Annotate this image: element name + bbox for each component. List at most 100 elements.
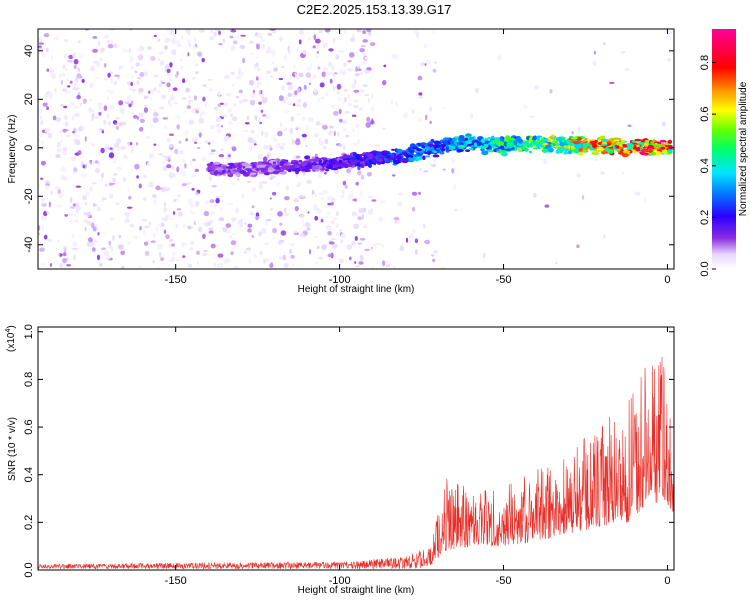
- heatmap-cell: [70, 155, 76, 162]
- heatmap-cell: [161, 81, 166, 85]
- heatmap-cell: [242, 57, 246, 64]
- heatmap-cell: [333, 169, 340, 174]
- heatmap-cell: [172, 87, 178, 91]
- heatmap-cell: [341, 189, 345, 196]
- heatmap-cell: [55, 186, 61, 190]
- heatmap-ridge-cell: [621, 139, 625, 143]
- heatmap-cell: [81, 172, 87, 178]
- heatmap-cell: [609, 81, 615, 85]
- heatmap-ridge-cell: [521, 147, 527, 151]
- heatmap-cell: [38, 42, 44, 45]
- heatmap-cell: [294, 206, 299, 212]
- heatmap-cell: [336, 223, 339, 228]
- snr-ylabel: SNR (10 * v/v): [7, 417, 18, 481]
- heatmap-cell: [164, 45, 168, 50]
- heatmap-cell: [353, 78, 357, 85]
- heatmap-cell: [65, 68, 69, 71]
- heatmap-cell: [48, 93, 54, 96]
- heatmap-cell: [149, 56, 156, 61]
- snr-xtick-label: -100: [329, 575, 351, 587]
- heatmap-cell: [576, 173, 581, 178]
- heatmap-cell: [168, 153, 171, 160]
- heatmap-cell: [70, 101, 75, 107]
- heatmap-ridge-cell: [618, 151, 625, 155]
- heatmap-cell: [324, 138, 329, 145]
- heatmap-ridge-cell: [433, 140, 441, 145]
- heatmap-ridge-cell: [458, 136, 466, 142]
- heatmap-cell: [193, 137, 196, 142]
- heatmap-cell: [533, 192, 537, 198]
- heatmap-cell: [42, 244, 46, 248]
- heatmap-ridge-cell: [433, 150, 438, 154]
- heatmap-cell: [157, 243, 164, 250]
- heatmap-cell: [246, 116, 250, 120]
- heatmap-ridge-cell: [636, 142, 645, 145]
- heatmap-ridge-cell: [654, 146, 661, 150]
- heatmap-cell: [415, 249, 418, 256]
- heatmap-cell: [321, 124, 328, 130]
- heatmap-cell: [356, 51, 359, 55]
- heatmap-cell: [198, 226, 203, 233]
- heatmap-cell: [620, 50, 626, 54]
- heatmap-cell: [260, 109, 264, 114]
- heatmap-cell: [38, 108, 43, 114]
- heatmap-cell: [135, 62, 141, 67]
- heatmap-cell: [165, 234, 171, 240]
- heatmap-cell: [208, 175, 213, 182]
- heatmap-ridge-cell: [359, 161, 366, 165]
- heatmap-ridge-cell: [504, 141, 508, 147]
- heatmap-ridge-cell: [496, 141, 504, 146]
- snr-xtick-label: 0: [664, 575, 670, 587]
- heatmap-cell: [321, 189, 328, 195]
- heatmap-ridge-cell: [661, 149, 668, 154]
- heatmap-cell: [145, 136, 151, 139]
- heatmap-cell: [150, 89, 154, 94]
- heatmap-cell: [142, 197, 147, 201]
- heatmap-cell: [82, 165, 86, 169]
- heatmap-cell: [232, 233, 236, 236]
- heatmap-cell: [83, 212, 89, 216]
- heatmap-cell: [183, 242, 188, 246]
- heatmap-cell: [103, 34, 110, 39]
- heatmap-ridge-cell: [543, 138, 548, 142]
- heatmap-cell: [308, 37, 311, 42]
- heatmap-cell: [431, 163, 437, 166]
- heatmap-cell: [163, 125, 168, 129]
- heatmap-cell: [313, 203, 318, 210]
- heatmap-cell: [89, 65, 96, 72]
- heatmap-cell: [228, 120, 233, 126]
- heatmap-cell: [223, 102, 229, 107]
- heatmap-cell: [110, 78, 114, 84]
- heatmap-cell: [298, 29, 304, 36]
- heatmap-cell: [158, 82, 163, 87]
- heatmap-ridge-cell: [258, 164, 266, 168]
- heatmap-cell: [231, 83, 235, 87]
- heatmap-cell: [202, 96, 206, 102]
- heatmap-ridge-cell: [393, 159, 396, 162]
- heatmap-ridge-cell: [272, 170, 280, 175]
- heatmap-cell: [267, 176, 271, 180]
- heatmap-cell: [82, 194, 88, 201]
- heatmap-cell: [95, 224, 99, 227]
- heatmap-cell: [46, 47, 49, 52]
- heatmap-cell: [130, 100, 134, 106]
- heatmap-cell: [308, 119, 312, 122]
- heatmap-cell: [150, 240, 156, 243]
- heatmap-cell: [138, 183, 142, 189]
- heatmap-cell: [302, 211, 305, 215]
- heatmap-cell: [143, 71, 148, 76]
- heatmap-cell: [362, 30, 366, 35]
- heatmap-cell: [261, 227, 267, 234]
- heatmap-ridge-cell: [606, 149, 615, 154]
- heatmap-ridge-cell: [643, 142, 649, 147]
- heatmap-cell: [194, 141, 198, 144]
- heatmap-cell: [337, 131, 340, 137]
- heatmap-cell: [529, 115, 535, 118]
- heatmap-cell: [136, 116, 140, 120]
- heatmap-cell: [224, 74, 230, 80]
- heatmap-cell: [91, 182, 97, 185]
- heatmap-cell: [192, 158, 196, 162]
- heatmap-cell: [88, 241, 94, 248]
- heatmap-cell: [46, 106, 49, 111]
